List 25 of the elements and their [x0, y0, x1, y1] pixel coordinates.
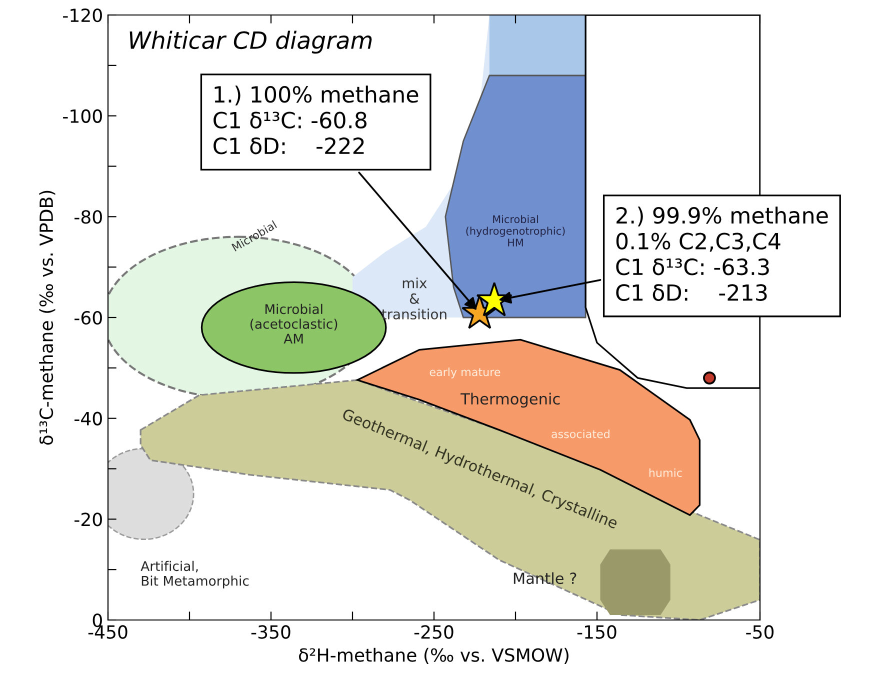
- annotation: Microbial (hydrogenotrophic) HM: [466, 215, 565, 246]
- x-tick-label: -350: [251, 625, 290, 639]
- y-tick-label: -100: [63, 109, 102, 123]
- x-tick-label: -250: [414, 625, 454, 639]
- y-axis-title: δ¹³C-methane (‰ vs. VPDB): [39, 190, 56, 445]
- y-tick-label: -20: [74, 512, 102, 526]
- y-tick-label: -80: [74, 210, 102, 224]
- annotation: Artificial, Bit Metamorphic: [140, 560, 249, 588]
- text: Whiticar CD diagram: [130, 30, 372, 54]
- x-tick-label: -450: [88, 625, 128, 639]
- annotation: Microbial (acetoclastic) AM: [250, 304, 338, 344]
- x-tick-label: -150: [577, 625, 616, 639]
- y-tick-label: -120: [63, 8, 102, 22]
- x-tick-label: -50: [746, 625, 774, 639]
- y-tick-label: -60: [74, 310, 102, 325]
- annotation: Thermogenic: [460, 392, 560, 408]
- annotation: 1.) 100% methane C1 δ¹³C: -60.8 C1 δD: -222: [214, 86, 418, 154]
- annotation: humic: [649, 468, 682, 478]
- y-tick-label: 0: [92, 613, 102, 628]
- y-tick-label: -40: [74, 412, 102, 426]
- x-axis-title: δ²H-methane (‰ vs. VSMOW): [298, 648, 568, 664]
- annotation: associated: [552, 430, 610, 438]
- annotation: mix & transition: [382, 278, 446, 320]
- annotation: 2.) 99.9% methane 0.1% C2,C3,C4 C1 δ¹³C: -63.3 C1 δD: -213: [616, 206, 828, 301]
- annotation: early mature: [430, 368, 500, 378]
